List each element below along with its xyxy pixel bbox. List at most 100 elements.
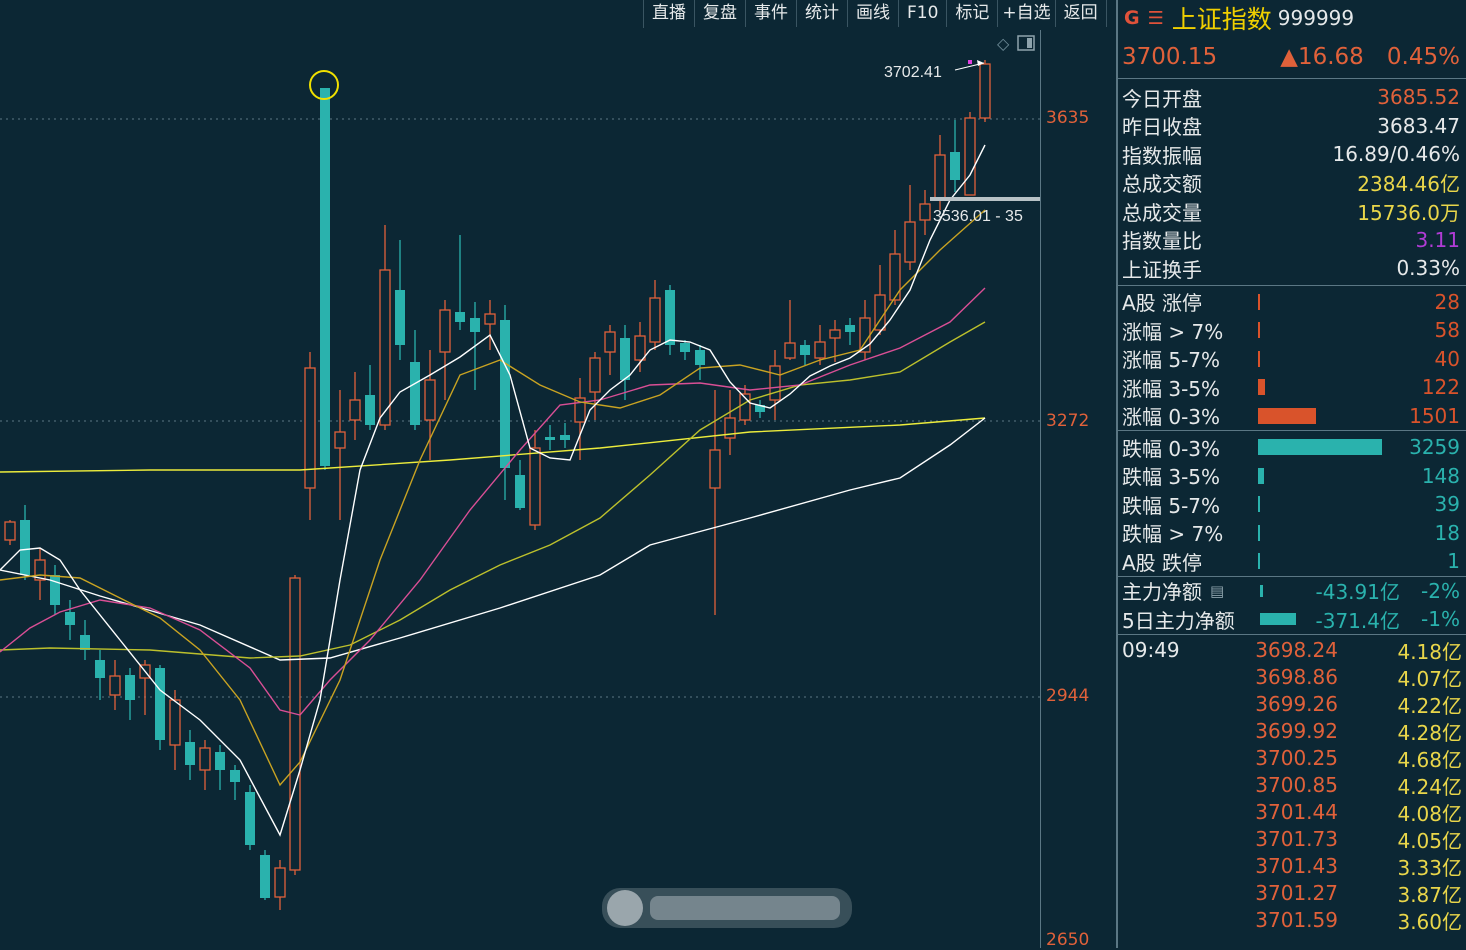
candle-body [109, 675, 121, 696]
toolbar-events-button[interactable]: 事件 [746, 0, 797, 27]
candle-body [169, 699, 181, 746]
flow-label: 5日主力净额 [1122, 608, 1235, 633]
toolbar-live-button[interactable]: 直播 [644, 0, 695, 27]
axis-label: 2650 [1046, 930, 1090, 950]
candle-body [800, 345, 810, 355]
toolbar-add-watchlist-button[interactable]: +自选 [998, 0, 1056, 27]
marker-dot [968, 60, 972, 64]
kline-svg[interactable]: 3702.41 3536.01 - 35 ◇ [0, 0, 1116, 948]
breadth-count: 1 [1447, 549, 1460, 574]
panel-divider[interactable] [1116, 0, 1118, 948]
candle-body [919, 203, 931, 221]
breadth-label: 涨幅 5-7% [1122, 348, 1221, 373]
candle-body [230, 770, 240, 782]
tick-price: 3700.25 [1255, 746, 1338, 770]
tick-row: 3701.43 3.33亿 [1118, 853, 1466, 880]
toolbar-stats-button[interactable]: 统计 [797, 0, 848, 27]
tick-amount: 4.28亿 [1397, 720, 1462, 745]
stats-section: 今日开盘 3685.52 昨日收盘 3683.47 指数振幅 16.89/0.46% 总成交… [1118, 79, 1466, 286]
range-label: 3536.01 - 35 [933, 208, 1023, 225]
index-code: 999999 [1277, 6, 1355, 30]
breadth-bar [1258, 524, 1260, 541]
flow-row: 主力净额 ▤ -43.91亿 -2% [1118, 577, 1466, 606]
tick-row: 3698.86 4.07亿 [1118, 664, 1466, 691]
candle-body [649, 297, 661, 343]
breadth-count: 58 [1434, 318, 1460, 343]
candle-body [289, 577, 301, 871]
candle-body [395, 290, 405, 345]
toolbar-review-button[interactable]: 复盘 [695, 0, 746, 27]
breadth-row: 跌幅 0-3% 3259 [1118, 433, 1466, 462]
candle-body [185, 742, 195, 765]
axis-label: 2944 [1046, 686, 1090, 706]
candle-body [950, 152, 960, 180]
tick-time: 09:49 [1122, 638, 1180, 662]
breadth-bar [1258, 496, 1260, 513]
tick-row: 3701.27 3.87亿 [1118, 880, 1466, 907]
stat-label: 上证换手 [1122, 257, 1202, 282]
tick-list[interactable]: 09:49 3698.24 4.18亿 3698.86 4.07亿 3699.26 4.22… [1118, 635, 1466, 934]
candle-body [215, 752, 225, 770]
flow-value: -371.4亿 [1315, 608, 1400, 633]
breadth-bar [1258, 439, 1382, 456]
current-price: 3700.15 [1122, 44, 1218, 70]
price-change-pct: 0.45% [1386, 44, 1460, 70]
tick-row: 09:49 3698.24 4.18亿 [1118, 637, 1466, 664]
toolbar-draw-button[interactable]: 画线 [848, 0, 899, 27]
candle-body [274, 867, 286, 898]
panel-toggle-icon[interactable] [1017, 35, 1035, 51]
tick-amount: 4.18亿 [1397, 639, 1462, 664]
candle-body [34, 559, 46, 581]
tick-amount: 4.08亿 [1397, 801, 1462, 826]
candle-body [545, 437, 555, 440]
stat-label: 总成交量 [1122, 200, 1202, 225]
stat-value: 15736.0万 [1357, 200, 1460, 225]
candle-body [304, 367, 316, 489]
menu-icon[interactable]: ☰ [1147, 7, 1164, 29]
breadth-row: 涨幅 0-3% 1501 [1118, 402, 1466, 431]
diamond-icon[interactable]: ◇ [997, 34, 1010, 53]
doc-icon[interactable]: ▤ [1210, 581, 1225, 600]
kline-chart[interactable]: 3702.41 3536.01 - 35 ◇ 直播 复盘 事件 统计 画线 F1… [0, 0, 1116, 950]
candle-body [634, 335, 646, 361]
toolbar-f10-button[interactable]: F10 [899, 0, 948, 27]
breadth-count: 148 [1421, 463, 1460, 488]
toolbar-mark-button[interactable]: 标记 [947, 0, 999, 27]
tick-row: 3701.44 4.08亿 [1118, 799, 1466, 826]
tick-price: 3701.27 [1255, 881, 1338, 905]
breadth-count: 28 [1434, 289, 1460, 314]
candle-body [620, 338, 630, 380]
tick-amount: 4.05亿 [1397, 828, 1462, 853]
moving-average-line [0, 417, 986, 473]
flow-value: -43.91亿 [1315, 580, 1400, 605]
candles-group [4, 60, 991, 910]
breadth-label: 涨幅 3-5% [1122, 376, 1221, 401]
candle-body [125, 675, 135, 700]
breadth-label: 跌幅 5-7% [1122, 493, 1221, 518]
g-icon[interactable]: G [1124, 7, 1140, 29]
tick-amount: 4.68亿 [1397, 747, 1462, 772]
breadth-bar [1258, 379, 1265, 396]
highlight-circle [309, 70, 339, 100]
quote-header: G ☰ 上证指数 999999 [1118, 0, 1466, 36]
stat-value: 16.89/0.46% [1332, 142, 1460, 167]
candle-body [424, 379, 436, 421]
breadth-down-section: 跌幅 0-3% 3259 跌幅 3-5% 148 跌幅 5-7% 39 跌幅 > 7% 18 A… [1118, 431, 1466, 577]
tick-row: 3701.73 4.05亿 [1118, 826, 1466, 853]
breadth-bar [1258, 407, 1316, 424]
candle-body [709, 449, 721, 489]
breadth-bar [1258, 467, 1264, 484]
breadth-bar [1258, 553, 1260, 570]
candle-body [320, 88, 330, 466]
moving-average-line [0, 287, 986, 716]
breadth-row: 涨幅 > 7% 58 [1118, 316, 1466, 345]
candle-body [680, 343, 690, 352]
candle-body [80, 635, 90, 650]
breadth-count: 122 [1421, 375, 1460, 400]
tick-price: 3701.43 [1255, 854, 1338, 878]
moving-average-line [0, 144, 986, 837]
tick-price: 3701.59 [1255, 908, 1338, 932]
toolbar-back-button[interactable]: 返回 [1056, 0, 1107, 27]
tick-row: 3700.85 4.24亿 [1118, 772, 1466, 799]
stat-row: 总成交量 15736.0万 [1118, 197, 1466, 226]
